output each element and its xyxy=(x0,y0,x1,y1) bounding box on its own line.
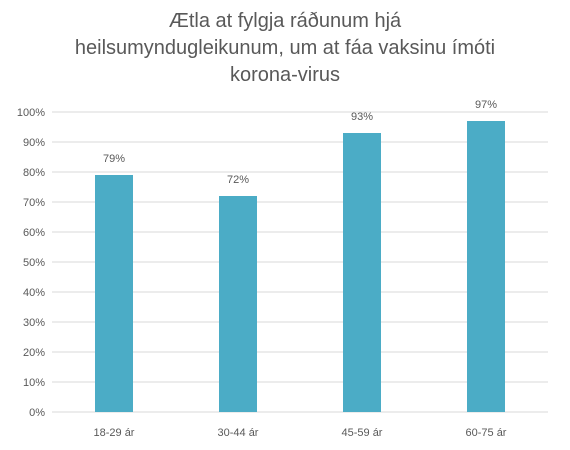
x-category-label: 30-44 ár xyxy=(218,427,259,439)
data-label: 79% xyxy=(103,153,125,165)
y-tick-label: 0% xyxy=(29,407,45,419)
y-tick-label: 60% xyxy=(23,227,45,239)
x-category-label: 18-29 ár xyxy=(94,427,135,439)
chart-title-line-1: Ætla at fylgja ráðunum hjá xyxy=(168,10,402,32)
y-tick-label: 80% xyxy=(23,167,45,179)
data-label: 93% xyxy=(351,111,373,123)
bar xyxy=(467,121,505,412)
data-label: 72% xyxy=(227,174,249,186)
y-tick-label: 50% xyxy=(23,257,45,269)
bar xyxy=(219,196,257,412)
y-tick-label: 100% xyxy=(17,107,45,119)
y-tick-label: 40% xyxy=(23,287,45,299)
y-tick-label: 90% xyxy=(23,137,45,149)
x-category-label: 60-75 ár xyxy=(466,427,507,439)
y-tick-label: 70% xyxy=(23,197,45,209)
chart-title-line-2: heilsumyndugleikunum, um at fáa vaksinu … xyxy=(74,37,496,59)
y-tick-label: 30% xyxy=(23,317,45,329)
y-tick-label: 20% xyxy=(23,347,45,359)
data-label: 97% xyxy=(475,99,497,111)
bar xyxy=(343,133,381,412)
y-tick-label: 10% xyxy=(23,377,45,389)
chart-title-line-3: korona-virus xyxy=(229,64,341,86)
bar xyxy=(95,175,133,412)
x-category-label: 45-59 ár xyxy=(342,427,383,439)
chart-title: Ætla at fylgja ráðunum hjá heilsumyndugl… xyxy=(0,8,570,89)
